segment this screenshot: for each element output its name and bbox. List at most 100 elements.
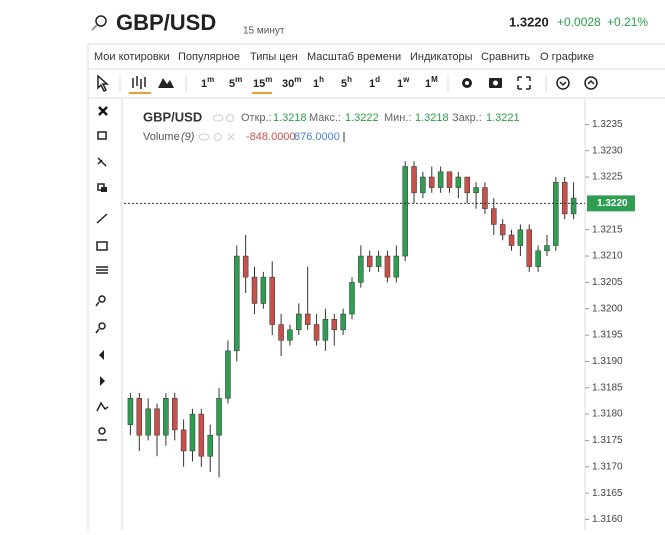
y-tick-label: 1.3235 [592,119,623,130]
menu-item[interactable]: Типы цен [250,51,298,63]
candle-body [553,182,559,246]
timeframe-unit: m [207,75,214,84]
candle-body [429,176,435,188]
candle-body [482,187,488,209]
y-tick-label: 1.3160 [592,514,623,525]
candle-body [304,313,311,325]
menu-item[interactable]: Мои котировки [94,51,170,63]
volume-period: (9) [181,131,195,143]
timeframe[interactable]: 5h [341,75,352,90]
candle-body [570,197,577,215]
volume-up: 876.0000 [294,131,340,143]
candle-body [375,255,382,267]
candle-body [526,229,533,267]
candle-body [393,255,400,278]
close-value: 1.3221 [486,112,520,124]
timeframe-number: 30 [282,78,294,90]
candle-body [171,398,178,431]
timeframe-number: 5 [229,78,235,90]
menu-item[interactable]: О графике [540,51,594,63]
change: +0.0028 [557,15,601,29]
candle-body [225,350,231,399]
timeframe[interactable]: 1m [201,75,214,90]
y-tick-label: 1.3230 [592,145,623,156]
timeframe[interactable]: 15m [253,75,272,90]
candle-body [207,434,213,457]
timeframe-unit: h [347,75,352,84]
candle-body [366,255,373,267]
candle-body [296,313,302,331]
timeframe[interactable]: 5m [229,75,242,90]
legend-icons[interactable] [212,114,234,122]
candle-body [349,282,355,315]
timeframe[interactable]: 30m [282,75,301,90]
interval: 15 минут [243,26,285,37]
timeframe-number: 1 [201,78,207,90]
menu-item[interactable]: Индикаторы [410,51,473,63]
y-tick-label: 1.3200 [592,303,623,314]
candle-body [446,171,453,188]
menu-item[interactable]: Сравнить [481,51,530,63]
timeframe-unit: w [402,75,410,84]
candle-body [517,229,524,246]
candle-body [287,329,293,341]
timeframe[interactable]: 1M [425,75,438,90]
left-tools[interactable] [95,106,109,441]
timeframe-unit: m [235,75,242,84]
candle-body [189,413,196,452]
legend-symbol: GBP/USD [143,109,202,124]
low-label: Мин.: [384,112,412,124]
candle-body [251,276,258,304]
candle-body [322,319,329,341]
y-tick-label: 1.3185 [592,382,623,393]
timeframe[interactable]: 1w [397,75,410,90]
last-price-tag [587,195,635,212]
menu-item[interactable]: Масштаб времени [307,51,401,63]
candle-body [411,166,417,194]
candle-body [278,324,284,341]
candle-body [154,408,160,436]
timeframe[interactable]: 1d [369,75,380,90]
candles-type[interactable] [129,76,151,94]
high-value: 1.3222 [345,112,379,124]
timeframe-unit: h [319,75,324,84]
menu-item[interactable]: Популярное [178,51,240,63]
timeframe-number: 1 [425,78,431,90]
fullscreen-icon[interactable] [517,76,531,90]
candle-body [127,398,134,425]
cursor-tool[interactable] [97,74,109,93]
y-tick-label: 1.3175 [592,435,623,446]
timeframe-unit: d [375,75,380,84]
download-icon[interactable] [556,76,570,90]
search-icon[interactable] [91,15,107,31]
timeframe-number: 1 [397,78,403,90]
candle-body [269,276,275,325]
candle-body [384,255,391,278]
open-label: Откр.: [241,112,272,124]
legend-icons[interactable] [198,133,235,141]
camera-icon[interactable] [489,78,502,88]
candle-body [420,176,426,194]
candle-body [464,176,470,194]
y-tick-label: 1.3210 [592,251,623,262]
candle-body [455,176,462,188]
last-price-label: 1.3220 [597,198,628,209]
candle-body [508,234,515,246]
timeframe[interactable]: 1h [313,75,324,90]
upload-icon[interactable] [584,76,598,90]
candle-body [163,398,169,436]
candle-body [331,319,338,331]
settings-icon[interactable] [462,78,472,88]
y-tick-label: 1.3225 [592,172,623,183]
area-type[interactable] [158,78,174,88]
timeframe-unit: M [431,75,438,84]
candle-body [340,313,346,331]
candle-body [234,255,240,352]
close-label: Закр.: [452,112,482,124]
timeframe-unit: m [265,75,272,84]
candle-body [473,187,479,194]
timeframe-number: 1 [313,78,319,90]
change-pct: +0.21% [607,15,648,29]
candle-body [242,255,249,278]
